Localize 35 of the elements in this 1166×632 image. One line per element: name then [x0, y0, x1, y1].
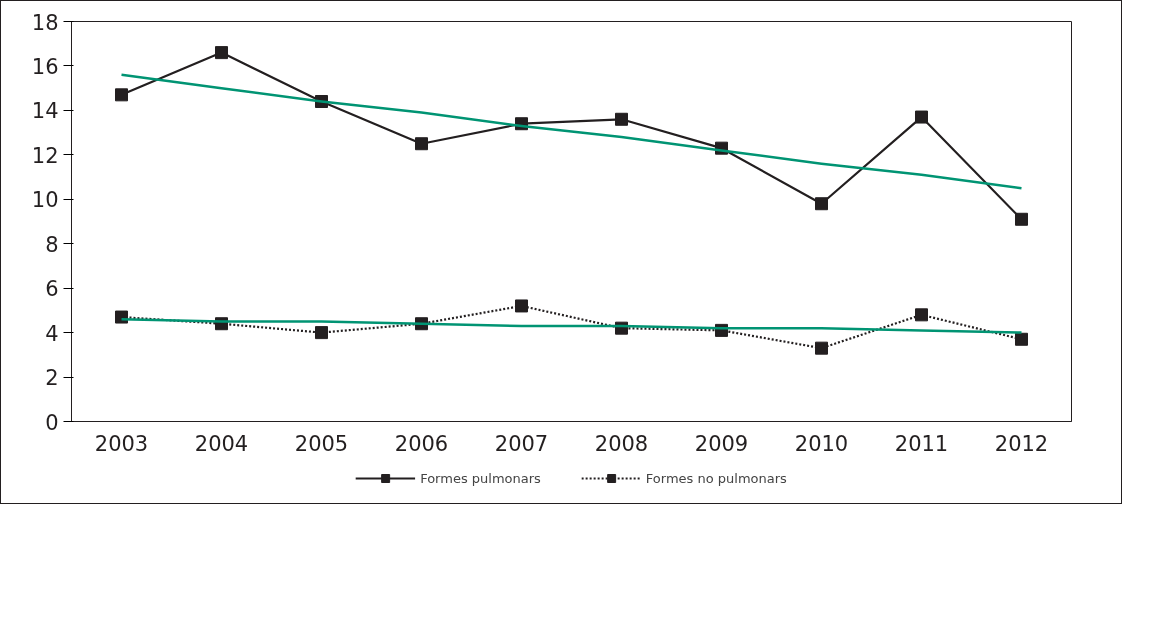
x-tick-label: 2005: [294, 431, 349, 456]
x-tick-label: 2010: [794, 431, 849, 456]
y-tick-label: 0: [45, 410, 59, 435]
x-tick-label: 2003: [94, 431, 149, 456]
x-tick-label: 2008: [594, 431, 649, 456]
point: [1015, 212, 1028, 226]
y-tick-label: 16: [31, 54, 59, 79]
point: [615, 112, 628, 126]
point: [415, 137, 428, 151]
y-tick-label: 10: [31, 188, 59, 213]
y-tick-label: 8: [45, 232, 59, 257]
legend-label: Formes pulmonars: [420, 470, 541, 486]
point: [815, 197, 828, 211]
y-tick-label: 12: [31, 143, 59, 168]
y-tick-label: 2: [45, 366, 59, 391]
point: [115, 88, 128, 102]
point: [1015, 332, 1028, 346]
x-tick-label: 2009: [694, 431, 749, 456]
line-series: [120, 73, 1023, 190]
point: [915, 308, 928, 322]
y-tick-label: 14: [31, 99, 59, 124]
point: [815, 341, 828, 355]
x-tick-label: 2004: [194, 431, 249, 456]
point: [215, 46, 228, 60]
y-tick-label: 4: [45, 321, 59, 346]
x-tick-label: 2011: [894, 431, 949, 456]
legend-label: Formes no pulmonars: [645, 470, 787, 486]
point: [515, 299, 528, 313]
y-tick-label: 18: [31, 10, 59, 35]
y-tick-label: 6: [45, 277, 59, 302]
x-tick-label: 2006: [394, 431, 449, 456]
x-tick-label: 2012: [994, 431, 1049, 456]
point: [915, 110, 928, 124]
x-tick-label: 2007: [494, 431, 549, 456]
point: [315, 326, 328, 340]
